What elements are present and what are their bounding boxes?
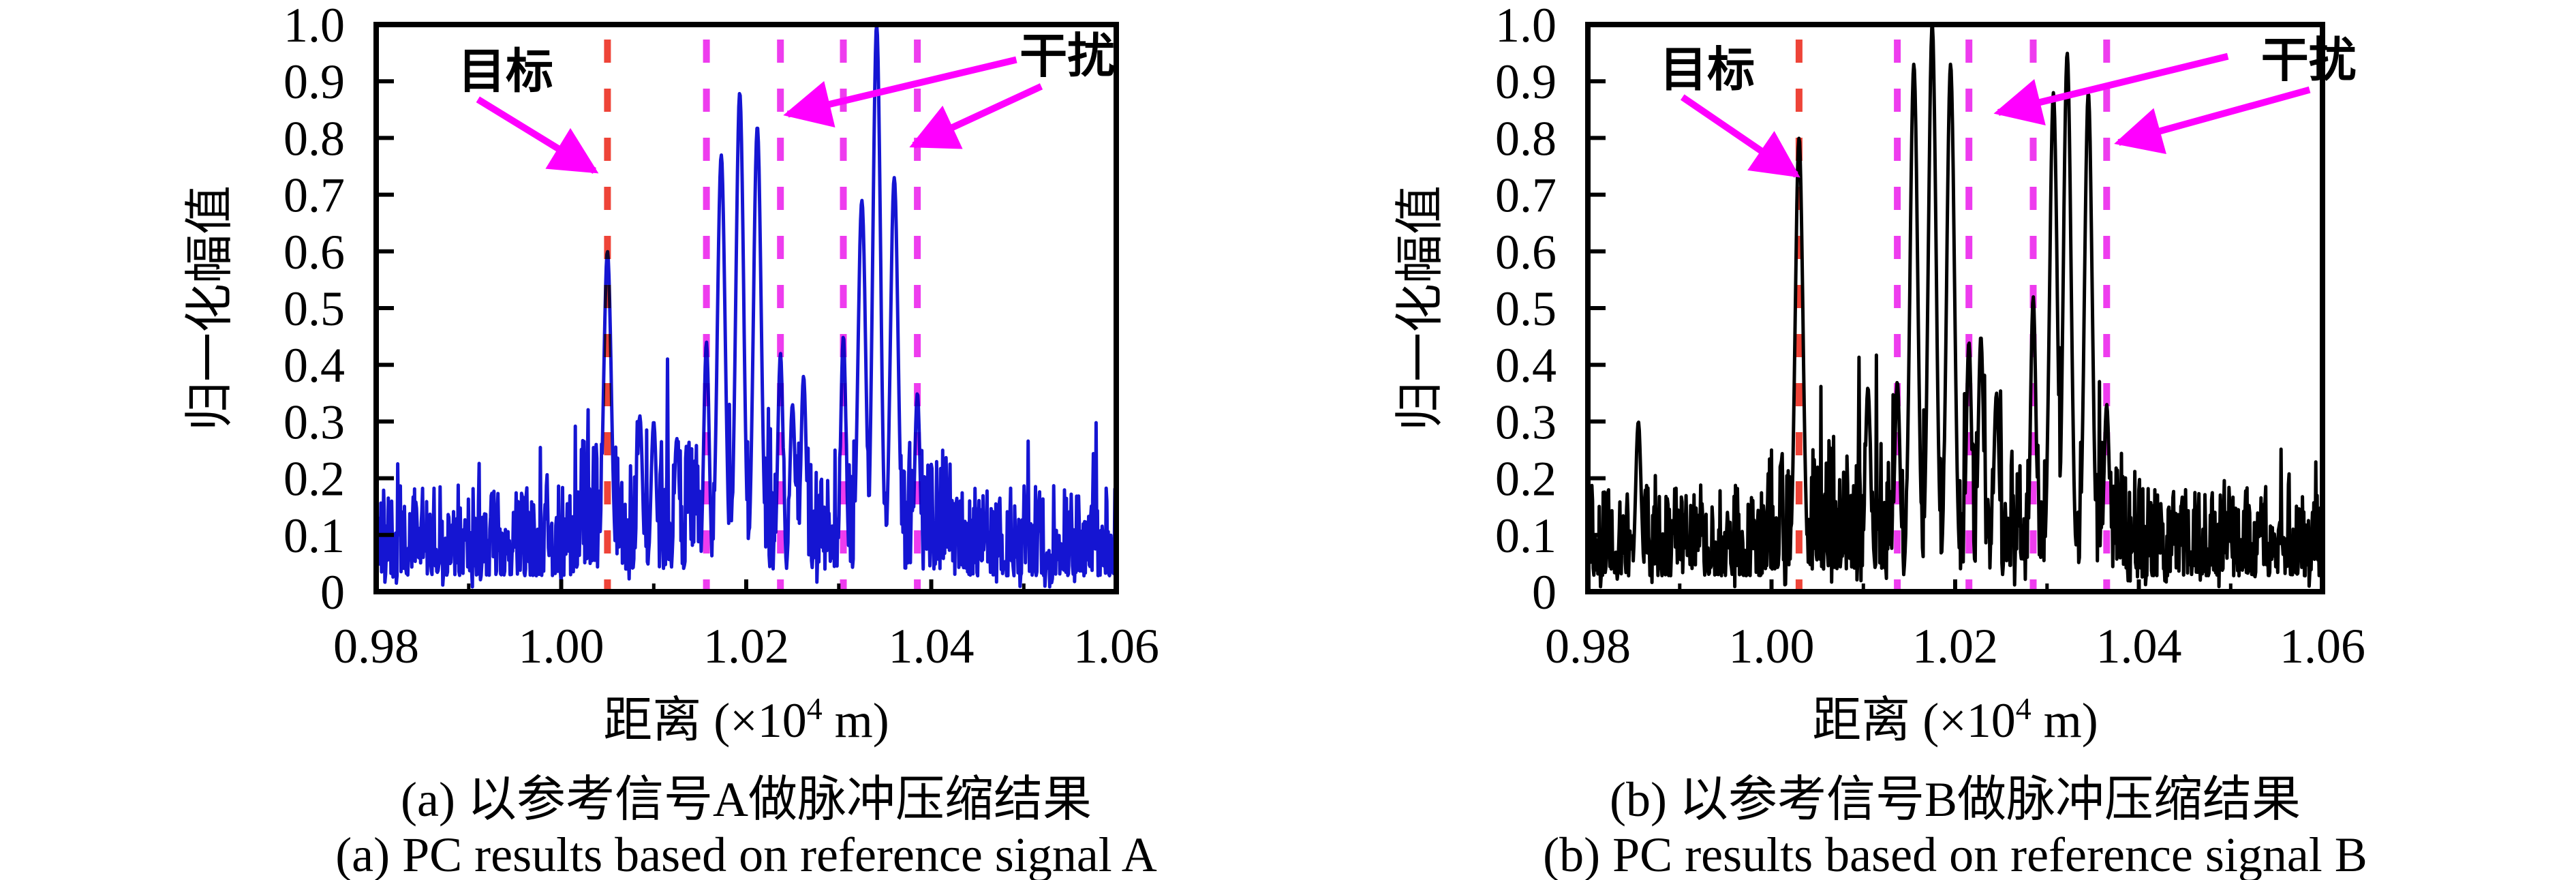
x-tick-label: 1.04 bbox=[2096, 619, 2182, 673]
signal-line bbox=[374, 22, 1118, 589]
y-tick-label: 0 bbox=[1532, 565, 1557, 620]
x-axis-label-b: 距离 (×104 m) bbox=[1812, 691, 2098, 748]
y-tick-label: 0.8 bbox=[1495, 111, 1557, 166]
y-tick-label: 0.8 bbox=[283, 111, 345, 166]
y-tick-label: 0.9 bbox=[283, 55, 345, 109]
y-tick-label: 0 bbox=[320, 565, 345, 620]
y-tick-label: 0.3 bbox=[1495, 395, 1557, 449]
y-axis-label-b: 归一化幅值 bbox=[1393, 185, 1447, 431]
interference-annotation-arrow-2 bbox=[2114, 86, 2311, 155]
axes-box bbox=[373, 22, 1119, 594]
y-tick-label: 0.7 bbox=[283, 168, 345, 223]
y-tick-label: 1.0 bbox=[283, 0, 345, 52]
plot-area-b: 00.10.20.30.40.50.60.70.80.91.0 0.98 1.00 1… bbox=[1495, 0, 2365, 673]
caption-b-zh: (b) 以参考信号B做脉冲压缩结果 bbox=[1610, 772, 2301, 827]
y-tick-label: 0.9 bbox=[1495, 55, 1557, 109]
y-tick-label: 0.4 bbox=[283, 338, 345, 393]
y-tick-label: 0.6 bbox=[1495, 225, 1557, 279]
y-tick-label: 0.2 bbox=[1495, 452, 1557, 506]
x-tick-label: 1.00 bbox=[519, 619, 604, 673]
x-tick-label: 1.06 bbox=[1073, 619, 1159, 673]
y-tick-label: 0.5 bbox=[1495, 282, 1557, 336]
caption-b-en: (b) PC results based on reference signal… bbox=[1543, 828, 2367, 880]
x-tick-label: 0.98 bbox=[1545, 619, 1631, 673]
y-tick-label: 0.1 bbox=[1495, 509, 1557, 563]
caption-a-en: (a) PC results based on reference signal… bbox=[335, 828, 1157, 880]
y-tick-label: 0.4 bbox=[1495, 338, 1557, 393]
x-tick-label: 1.00 bbox=[1729, 619, 1815, 673]
y-tick-label: 0.3 bbox=[283, 395, 345, 449]
interference-annotation-label: 干扰 bbox=[1019, 29, 1115, 82]
x-tick-label: 1.04 bbox=[889, 619, 975, 673]
x-tick-label: 1.02 bbox=[703, 619, 789, 673]
caption-a-zh: (a) 以参考信号A做脉冲压缩结果 bbox=[401, 772, 1092, 827]
interference-annotation-arrow-2 bbox=[909, 83, 1043, 149]
target-annotation-label: 目标 bbox=[1659, 43, 1755, 96]
y-tick-label: 0.6 bbox=[283, 225, 345, 279]
x-tick-label: 1.06 bbox=[2280, 619, 2365, 673]
y-tick-label: 1.0 bbox=[1495, 0, 1557, 52]
axes-box bbox=[1585, 22, 2325, 594]
x-tick-label: 0.98 bbox=[333, 619, 419, 673]
interference-annotation-label: 干扰 bbox=[2261, 33, 2357, 87]
y-tick-label: 0.1 bbox=[283, 509, 345, 563]
y-tick-label: 0.7 bbox=[1495, 168, 1557, 223]
x-tick-label: 1.02 bbox=[1912, 619, 1998, 673]
target-annotation-arrow bbox=[476, 96, 599, 174]
plot-area-a: 00.10.20.30.40.50.60.70.80.91.0 0.98 1.00 1… bbox=[283, 0, 1159, 673]
signal-line bbox=[1586, 24, 2325, 589]
y-axis-label-a: 归一化幅值 bbox=[183, 185, 237, 431]
interference-annotation-arrow-1 bbox=[783, 56, 1017, 127]
y-tick-label: 0.2 bbox=[283, 452, 345, 506]
target-annotation-arrow bbox=[1680, 94, 1800, 178]
y-tick-label: 0.5 bbox=[283, 282, 345, 336]
panel-b: 00.10.20.30.40.50.60.70.80.91.0 0.98 1.00 1… bbox=[1393, 0, 2367, 880]
target-annotation-label: 目标 bbox=[458, 45, 553, 98]
x-axis-label-a: 距离 (×104 m) bbox=[603, 691, 889, 748]
panel-a: 00.10.20.30.40.50.60.70.80.91.0 0.98 1.00 1… bbox=[183, 0, 1159, 880]
interference-annotation-arrow-1 bbox=[1993, 52, 2229, 126]
